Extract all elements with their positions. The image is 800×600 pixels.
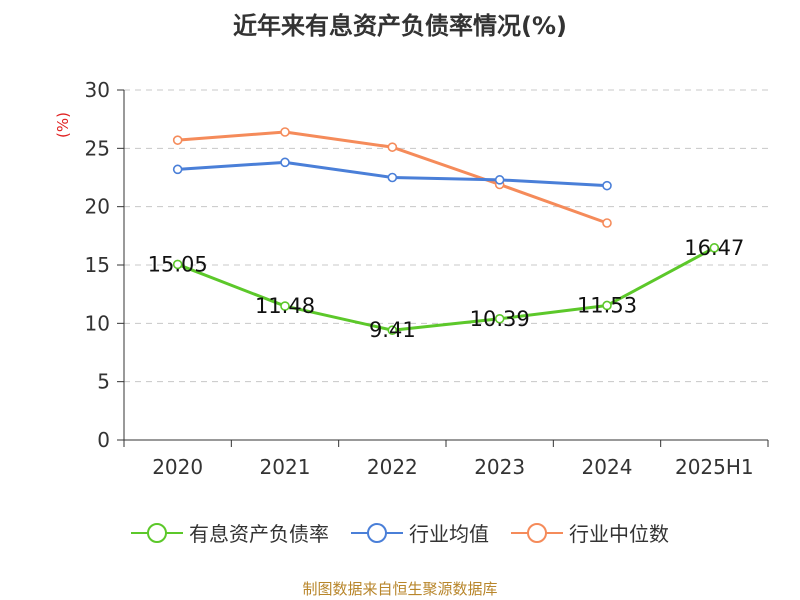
series-2 xyxy=(172,127,612,228)
data-point xyxy=(494,313,505,324)
data-point xyxy=(602,180,612,191)
data-point xyxy=(387,325,398,336)
y-tick-label: 30 xyxy=(85,78,110,102)
axes: 0 5 10 15 20 25 30 2020 2021 2022 2023 2024 2025H1 (%… xyxy=(54,78,769,479)
y-tick-label: 10 xyxy=(85,311,110,335)
x-tick-label: 2022 xyxy=(367,455,418,479)
gridlines xyxy=(124,89,768,383)
legend-circle xyxy=(147,522,167,543)
x-tick-label: 2025H1 xyxy=(675,455,754,479)
y-tick-label: 0 xyxy=(97,428,110,452)
legend-marker-icon xyxy=(511,522,563,543)
data-point xyxy=(387,142,398,152)
y-tick-label: 5 xyxy=(97,370,110,394)
data-point xyxy=(280,157,290,168)
x-tick-label: 2023 xyxy=(474,455,525,479)
x-tick-label: 2020 xyxy=(152,455,203,479)
y-axis-label: (%) xyxy=(54,112,72,138)
chart-title: 近年来有息资产负债率情况(%) xyxy=(233,12,567,40)
data-point xyxy=(494,175,505,185)
series-line xyxy=(177,246,716,332)
data-point xyxy=(172,135,183,145)
data-point xyxy=(280,301,290,311)
data-label: 15.05 xyxy=(148,252,208,276)
x-tick-label: 2021 xyxy=(260,455,311,479)
data-label: 9.41 xyxy=(369,318,416,342)
legend-item[interactable]: 有息资产负债率 xyxy=(131,518,329,547)
data-point xyxy=(172,259,183,270)
data-point xyxy=(280,127,290,137)
x-tick-label: 2024 xyxy=(582,455,633,479)
legend-label: 有息资产负债率 xyxy=(189,522,329,546)
data-label: 10.39 xyxy=(470,307,530,331)
legend-item[interactable]: 行业中位数 xyxy=(511,518,669,547)
legend-marker-icon xyxy=(131,522,183,543)
data-point xyxy=(387,172,398,183)
data-point xyxy=(172,164,183,175)
legend-label: 行业中位数 xyxy=(569,522,669,546)
y-tick-label: 15 xyxy=(85,253,110,277)
series-lines xyxy=(172,127,720,336)
legend: 有息资产负债率 行业均值 行业中位数 xyxy=(0,518,800,547)
data-labels: 15.05 11.48 9.41 10.39 11.53 16.47 xyxy=(148,236,745,342)
legend-marker-icon xyxy=(351,522,403,543)
data-point xyxy=(602,218,612,228)
y-tick-label: 20 xyxy=(85,195,110,219)
data-label: 11.48 xyxy=(255,294,315,318)
series-0 xyxy=(172,243,720,336)
source-note: 制图数据来自恒生聚源数据库 xyxy=(302,580,498,598)
legend-circle xyxy=(367,522,387,543)
legend-label: 行业均值 xyxy=(409,522,489,546)
y-tick-label: 25 xyxy=(85,136,110,160)
data-point xyxy=(602,300,612,311)
legend-circle xyxy=(527,522,547,543)
series-1 xyxy=(172,157,612,191)
data-label: 16.47 xyxy=(684,236,744,260)
legend-item[interactable]: 行业均值 xyxy=(351,518,489,547)
data-point xyxy=(709,243,720,253)
data-label: 11.53 xyxy=(577,293,637,317)
